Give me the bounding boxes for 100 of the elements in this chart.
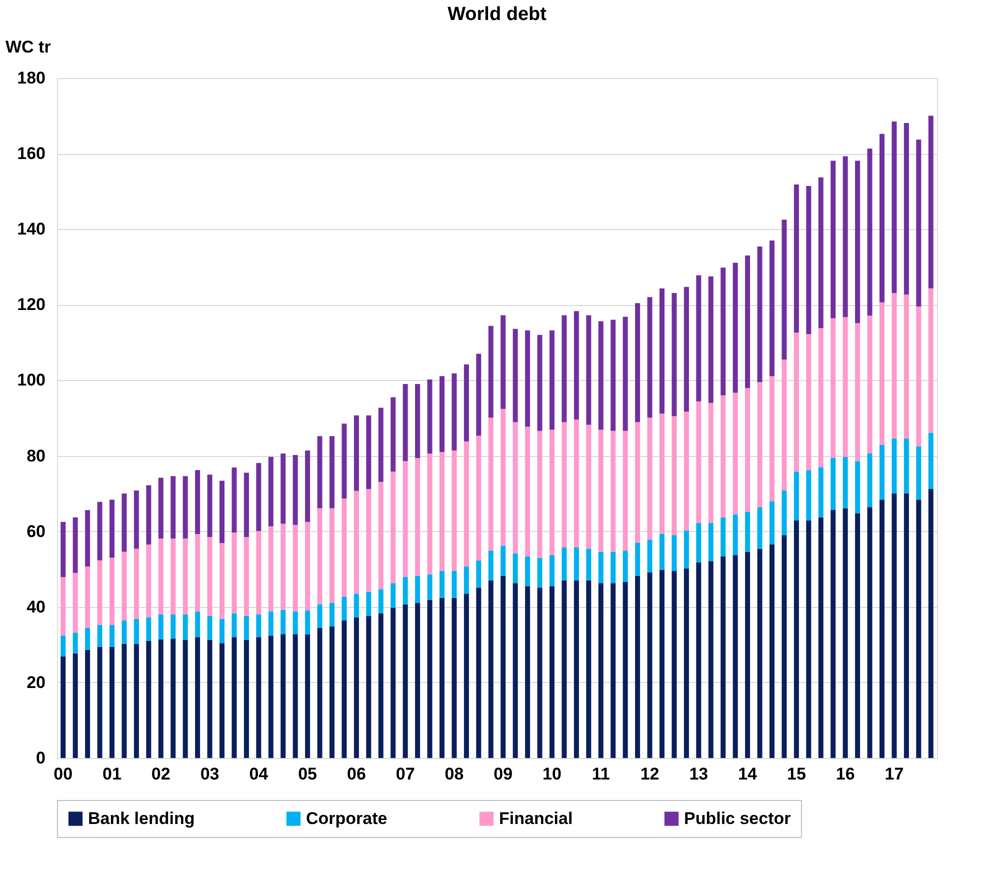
bar [317,604,322,628]
bar [598,321,604,430]
bar [622,550,628,582]
bar [110,625,114,647]
bar [916,140,922,307]
bar [220,643,224,758]
bar [732,392,738,514]
bar [696,401,702,524]
bar [647,540,652,573]
bar [525,330,530,427]
bar [757,548,762,758]
bar [720,268,726,396]
bar [525,556,530,586]
bar [904,494,909,758]
bar [415,458,420,576]
bar [464,566,469,594]
bar [916,446,922,500]
bar [85,628,90,650]
y-tick-label: 100 [17,370,46,390]
chart-title: World debt [448,4,548,25]
bar [440,571,444,598]
bar [122,494,127,552]
bar [476,354,482,436]
bar [330,602,334,627]
bar [207,474,212,537]
bar [402,577,408,604]
bar [305,450,310,522]
y-tick-label: 20 [26,672,46,692]
bar [134,618,139,644]
bar [647,418,652,540]
bar [464,441,469,566]
bar [305,610,310,634]
bar [292,524,298,612]
bar [440,452,444,571]
bar [280,610,286,634]
bar [476,588,482,758]
bar [830,160,836,318]
bar [880,444,884,500]
bar [830,510,836,758]
bar [390,397,396,472]
bar [452,598,457,758]
bar [170,476,176,539]
bar [110,646,114,758]
bar [488,326,494,418]
bar [622,582,628,758]
bar [598,430,604,552]
bar [660,413,664,534]
x-tick-label: 00 [54,764,73,784]
bar [892,438,897,494]
bar [60,636,66,656]
bar [708,561,714,758]
bar [182,614,188,640]
bar [916,306,922,446]
x-tick-label: 06 [346,764,366,784]
legend-label: Public sector [684,808,792,828]
bar [390,583,396,608]
bar [500,408,506,546]
bar [476,436,482,560]
bar [122,644,127,758]
bar [770,376,774,502]
bar [830,318,836,458]
bar [892,121,897,293]
bar [928,489,934,758]
bar [195,534,200,612]
bar [97,646,102,758]
bar [488,418,494,551]
bar [232,467,237,532]
bar [672,535,677,571]
bar [512,583,518,758]
bar [782,220,787,360]
bar [830,458,836,510]
bar [928,432,934,490]
bar [134,644,139,758]
bar [366,489,372,592]
bar [195,470,200,534]
bar [390,472,396,584]
bar [757,246,762,382]
bar [158,538,164,614]
bar [402,384,408,462]
bar [378,589,384,614]
bar [72,572,78,633]
bar [806,334,812,470]
bar [280,524,286,610]
bar [427,574,432,600]
bar [354,490,359,594]
bar [72,632,78,654]
bar [366,616,372,758]
bar [635,542,640,576]
bar [855,323,860,462]
bar [904,294,909,438]
bar [818,177,824,328]
bar [195,637,200,758]
bar [170,638,176,758]
bar [818,517,824,758]
bar [842,456,848,508]
bar [207,640,212,758]
x-tick-label: 08 [444,764,464,784]
bar [60,522,66,578]
bar [562,580,567,758]
bar [500,576,506,758]
